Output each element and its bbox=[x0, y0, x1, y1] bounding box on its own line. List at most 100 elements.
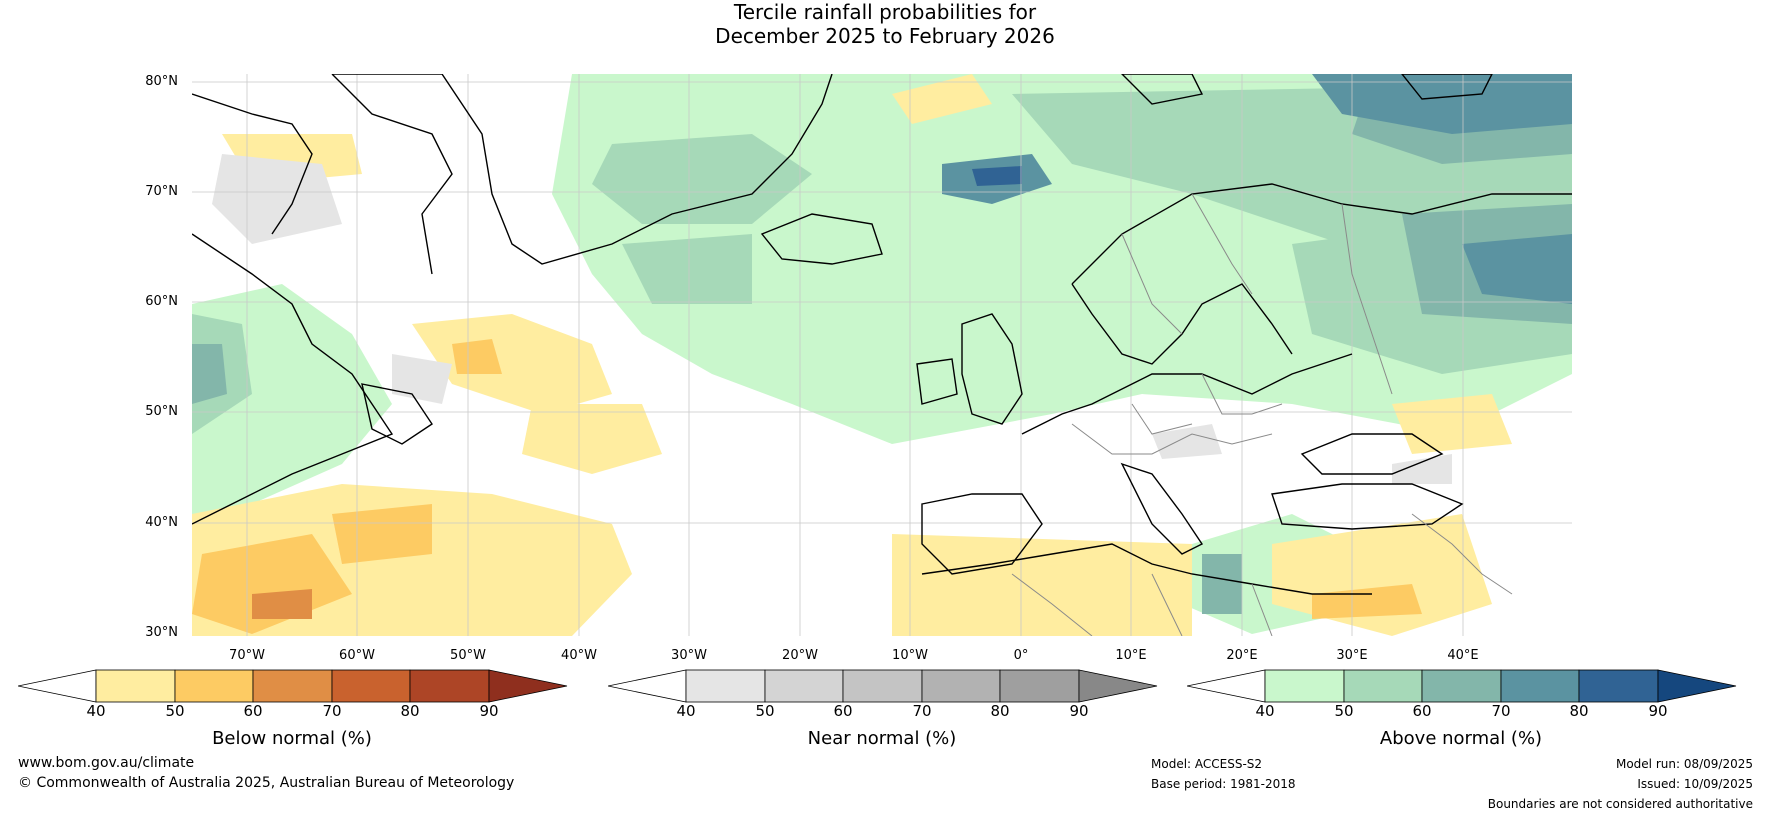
lon-label-40e: 40°E bbox=[1447, 648, 1479, 663]
below-arrow-high bbox=[488, 669, 568, 703]
below-tick-60: 60 bbox=[243, 702, 263, 720]
above-arrow-low bbox=[1187, 669, 1266, 703]
region-below-50-c bbox=[452, 339, 502, 374]
lat-label-50n: 50°N bbox=[145, 404, 178, 419]
below-bin-50-60 bbox=[174, 669, 254, 703]
near-tick-60: 60 bbox=[833, 702, 853, 720]
coast-europe bbox=[1021, 353, 1353, 435]
region-below-60-a bbox=[252, 589, 312, 619]
region-below-50-d bbox=[1312, 584, 1422, 619]
above-tick-40: 40 bbox=[1255, 702, 1275, 720]
colorbar-above-normal bbox=[1187, 669, 1737, 703]
lon-label-60w: 60°W bbox=[339, 648, 375, 663]
lon-label-40w: 40°W bbox=[561, 648, 597, 663]
above-bin-70-80 bbox=[1500, 669, 1580, 703]
coast-greenland bbox=[332, 74, 833, 265]
footer-disclaimer: Boundaries are not considered authoritat… bbox=[1487, 797, 1753, 811]
country-borders bbox=[1011, 193, 1513, 636]
region-above-60-c bbox=[192, 344, 227, 404]
below-tick-40: 40 bbox=[86, 702, 106, 720]
near-tick-80: 80 bbox=[990, 702, 1010, 720]
above-tick-70: 70 bbox=[1491, 702, 1511, 720]
lon-label-50w: 50°W bbox=[450, 648, 486, 663]
title-line-1: Tercile rainfall probabilities for bbox=[733, 0, 1037, 24]
coast-baffin bbox=[192, 93, 313, 235]
lon-label-0: 0° bbox=[1013, 648, 1029, 663]
coast-italy bbox=[1120, 462, 1204, 555]
chart-title: Tercile rainfall probabilities for Decem… bbox=[0, 0, 1770, 48]
lon-label-10w: 10°W bbox=[892, 648, 928, 663]
coast-blacksea bbox=[1300, 433, 1444, 475]
region-above-50-b bbox=[622, 234, 752, 304]
below-bin-40-50 bbox=[95, 669, 176, 703]
near-bin-80-90 bbox=[999, 669, 1080, 703]
coast-iceland bbox=[760, 213, 883, 265]
coast-novaya bbox=[1401, 74, 1493, 100]
near-bin-60-70 bbox=[842, 669, 923, 703]
coast-svalbard bbox=[1121, 74, 1204, 105]
near-tick-90: 90 bbox=[1069, 702, 1089, 720]
region-below-40-mid2 bbox=[522, 404, 662, 474]
lon-label-20e: 20°E bbox=[1226, 648, 1258, 663]
coast-ireland bbox=[916, 358, 958, 405]
above-tick-50: 50 bbox=[1334, 702, 1354, 720]
lon-label-30e: 30°E bbox=[1336, 648, 1368, 663]
coast-scandinavia bbox=[1071, 183, 1572, 285]
footer-issued: Issued: 10/09/2025 bbox=[1637, 777, 1753, 791]
above-bin-80-90 bbox=[1578, 669, 1659, 703]
near-tick-40: 40 bbox=[676, 702, 696, 720]
above-tick-60: 60 bbox=[1412, 702, 1432, 720]
lon-label-20w: 20°W bbox=[782, 648, 818, 663]
above-normal-regions bbox=[192, 74, 1572, 634]
below-bin-60-70 bbox=[252, 669, 333, 703]
footer-base-period: Base period: 1981-2018 bbox=[1151, 777, 1296, 791]
footer-model-run: Model run: 08/09/2025 bbox=[1615, 757, 1753, 771]
lat-label-60n: 60°N bbox=[145, 294, 178, 309]
forecast-map bbox=[192, 74, 1572, 636]
below-normal-regions bbox=[192, 74, 1512, 636]
near-tick-70: 70 bbox=[912, 702, 932, 720]
footer-url: www.bom.gov.au/climate bbox=[18, 755, 195, 771]
above-bin-60-70 bbox=[1421, 669, 1502, 703]
below-normal-label: Below normal (%) bbox=[212, 728, 372, 749]
coast-britain bbox=[961, 313, 1023, 425]
map-svg bbox=[192, 74, 1572, 636]
region-below-40-north bbox=[892, 74, 992, 124]
above-bin-50-60 bbox=[1343, 669, 1423, 703]
region-below-40-africa bbox=[892, 534, 1192, 636]
region-near-40-b bbox=[392, 354, 452, 404]
near-bin-70-80 bbox=[921, 669, 1001, 703]
region-near-40-d bbox=[1152, 424, 1222, 459]
near-normal-regions bbox=[212, 154, 1452, 484]
below-tick-80: 80 bbox=[400, 702, 420, 720]
colorbar-near-normal bbox=[608, 669, 1158, 703]
region-near-40-c bbox=[1392, 454, 1452, 484]
coast-africa bbox=[921, 543, 1372, 595]
below-tick-70: 70 bbox=[322, 702, 342, 720]
lon-label-10e: 10°E bbox=[1115, 648, 1147, 663]
lat-label-70n: 70°N bbox=[145, 184, 178, 199]
region-above-50-a bbox=[592, 134, 812, 224]
below-tick-50: 50 bbox=[165, 702, 185, 720]
lat-label-40n: 40°N bbox=[145, 515, 178, 530]
region-above-70-c bbox=[1462, 234, 1572, 304]
above-bin-40-50 bbox=[1264, 669, 1345, 703]
lat-label-30n: 30°N bbox=[145, 625, 178, 640]
region-above-70-a bbox=[1312, 74, 1572, 134]
title-line-2: December 2025 to February 2026 bbox=[715, 24, 1055, 48]
footer-model: Model: ACCESS-S2 bbox=[1151, 757, 1263, 771]
below-bin-70-80 bbox=[331, 669, 411, 703]
region-above-60-d bbox=[1202, 554, 1242, 614]
near-normal-label: Near normal (%) bbox=[807, 728, 957, 749]
below-bin-80-90 bbox=[409, 669, 490, 703]
coast-iberia bbox=[921, 493, 1043, 575]
above-normal-label: Above normal (%) bbox=[1379, 728, 1543, 749]
below-tick-90: 90 bbox=[479, 702, 499, 720]
footer-copyright: © Commonwealth of Australia 2025, Austra… bbox=[18, 775, 515, 791]
colorbar-below-normal bbox=[18, 669, 568, 703]
near-tick-50: 50 bbox=[755, 702, 775, 720]
near-arrow-low bbox=[608, 669, 687, 703]
below-arrow-low bbox=[18, 669, 97, 703]
graticule bbox=[192, 74, 1572, 636]
coast-newfoundland bbox=[361, 383, 433, 445]
